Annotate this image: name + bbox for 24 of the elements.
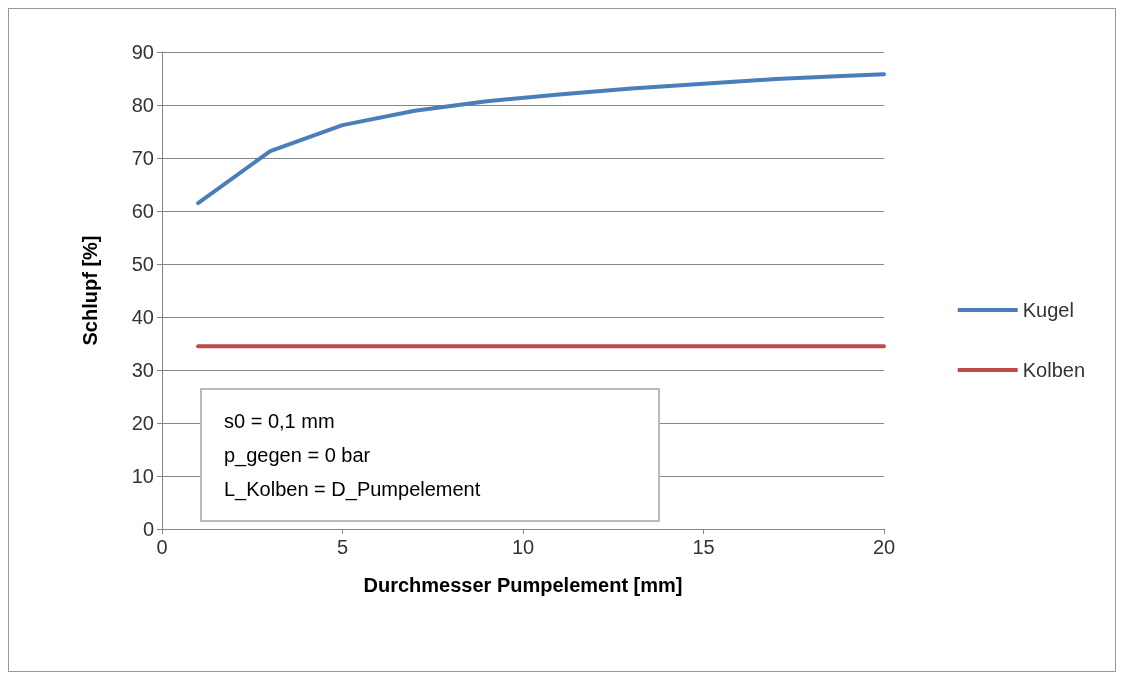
note-box: s0 = 0,1 mm p_gegen = 0 bar L_Kolben = D_Pumpelement <box>200 388 660 522</box>
y-tick-label: 20 <box>131 412 154 434</box>
x-tick-label: 20 <box>872 536 896 558</box>
y-tick-label: 80 <box>131 94 154 116</box>
y-tick-label: 50 <box>131 253 154 275</box>
y-tick-label: 10 <box>131 465 154 487</box>
y-tick-label: 60 <box>131 200 154 222</box>
annotation: p_gegen = 0 bar <box>224 443 372 469</box>
y-tick-label: 70 <box>131 147 154 169</box>
line-series <box>196 72 886 206</box>
legend-label: Kugel <box>1022 299 1074 321</box>
x-tick-label: 0 <box>156 536 168 558</box>
x-tick-label: 10 <box>511 536 535 558</box>
y-tick-label: 30 <box>131 359 154 381</box>
annotation: L_Kolben = D_Pumpelement <box>224 477 482 503</box>
x-tick-label: 15 <box>692 536 715 558</box>
x-axis-title: Durchmesser Pumpelement [mm] <box>363 574 683 596</box>
y-tick-label: 40 <box>131 306 154 328</box>
x-tick-label: 5 <box>336 536 349 558</box>
y-axis-title: Schlupf [%] <box>79 235 101 346</box>
legend-label: Kolben <box>1022 359 1086 381</box>
y-tick-label: 90 <box>131 41 154 63</box>
y-tick-label: 0 <box>142 518 154 540</box>
annotation: s0 = 0,1 mm <box>224 409 336 434</box>
